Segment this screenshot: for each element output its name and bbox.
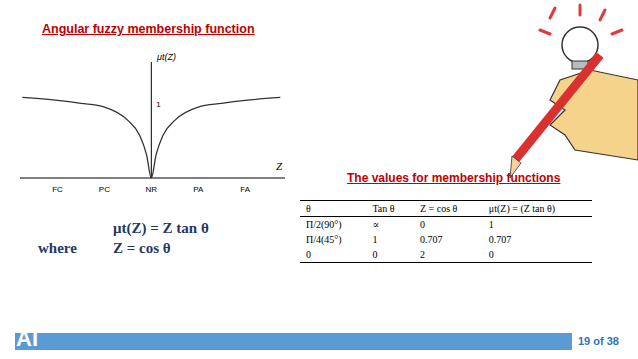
- html-text:0: 0: [420, 219, 425, 230]
- html-text:Tan θ: Tan θ: [372, 203, 395, 214]
- html-text:19 of 38: 19 of 38: [578, 335, 619, 347]
- html-text:1: 1: [488, 219, 494, 230]
- html-text:μt(Z): μt(Z): [157, 52, 176, 62]
- html-text:0: 0: [372, 249, 378, 260]
- html-text:θ: θ: [306, 203, 311, 214]
- html-text:Z = cos θ: Z = cos θ: [113, 240, 171, 256]
- html-text:Z = cos θ: Z = cos θ: [420, 203, 458, 214]
- html-text:Angular fuzzy membership funct: Angular fuzzy membership function: [42, 22, 255, 36]
- html-text:μt(Z) = Z tan θ: μt(Z) = Z tan θ: [113, 220, 209, 236]
- html-text:The values for membership func: The values for membership functions: [347, 171, 561, 185]
- html-text:μt(Z) = (Z tan θ): μt(Z) = (Z tan θ): [488, 203, 556, 214]
- svg-text:FC: FC: [52, 185, 63, 194]
- html-text:Π/2(90°): Π/2(90°): [306, 219, 342, 230]
- html-text:0: 0: [488, 249, 494, 260]
- svg-text:1: 1: [156, 100, 161, 109]
- svg-text:NR: NR: [146, 185, 158, 194]
- html-text:0.707: 0.707: [488, 234, 512, 245]
- html-text:Z: Z: [276, 160, 283, 172]
- html-text:2: 2: [420, 249, 425, 260]
- svg-text:PA: PA: [193, 185, 204, 194]
- svg-text:PC: PC: [99, 185, 110, 194]
- html-text:0: 0: [306, 249, 311, 260]
- html-text:1: 1: [372, 234, 378, 245]
- html-text:Π/4(45°): Π/4(45°): [306, 234, 342, 245]
- html-text:where: where: [38, 240, 77, 256]
- html-text:0.707: 0.707: [420, 234, 443, 245]
- svg-text:FA: FA: [240, 185, 250, 194]
- html-text:AI: AI: [16, 326, 38, 351]
